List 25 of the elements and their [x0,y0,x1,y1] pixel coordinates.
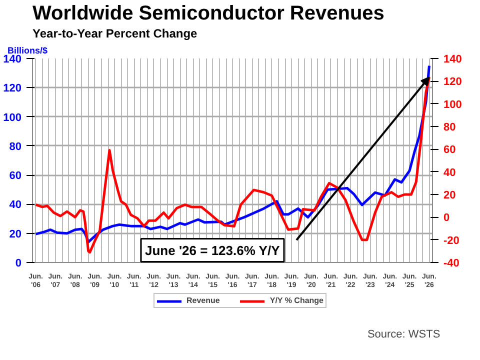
source-note: Source: WSTS [367,328,440,340]
y-tick-label: 60 [9,170,22,182]
y-tick-label: 80 [9,140,22,153]
y2-tick-label: 60 [444,144,456,156]
annotation: June '26 = 123.6% Y/Y [145,242,280,258]
y2-tick-label: 20 [444,190,456,202]
y2-tick-label: 0 [444,212,450,224]
y-tick-label: 140 [3,54,22,66]
chart-title: Worldwide Semiconductor Revenues [32,2,384,24]
y-tick-label: 0 [15,258,22,270]
y2-tick-label: 40 [444,166,456,179]
y-axis-title: Billions/$ [8,46,48,56]
y2-tick-label: -40 [444,258,460,270]
y-tick-label: 120 [3,82,22,95]
y2-tick-label: 120 [444,76,462,88]
legend-label: Revenue [186,296,220,305]
chart-subtitle: Year-to-Year Percent Change [32,26,198,40]
y2-tick-label: 80 [444,122,456,134]
y2-tick-label: 140 [444,54,462,66]
y-tick-label: 100 [3,112,22,124]
y2-tick-label: 100 [444,98,462,111]
y-tick-label: 40 [9,199,22,212]
legend-label: Y/Y % Change [270,296,324,305]
y-tick-label: 20 [9,228,22,240]
y2-tick-label: -20 [444,234,460,247]
